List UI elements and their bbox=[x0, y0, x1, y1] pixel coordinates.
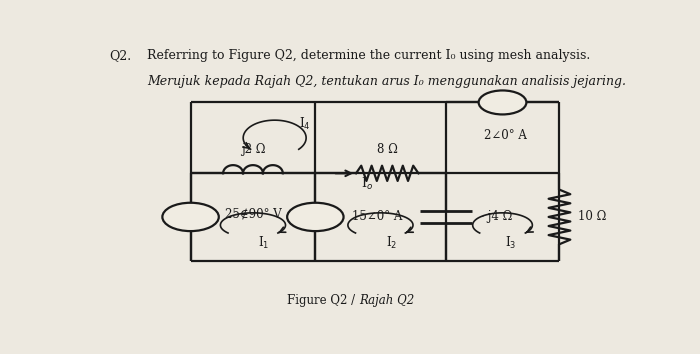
Text: +: + bbox=[181, 206, 192, 218]
Text: I$_3$: I$_3$ bbox=[505, 235, 517, 251]
Text: I$_1$: I$_1$ bbox=[258, 235, 270, 251]
Text: Figure Q2 /: Figure Q2 / bbox=[287, 293, 358, 307]
Text: j2 Ω: j2 Ω bbox=[241, 143, 265, 156]
Text: I$_o$: I$_o$ bbox=[361, 176, 374, 192]
Text: −: − bbox=[180, 215, 193, 230]
Text: 8 Ω: 8 Ω bbox=[377, 143, 398, 156]
Text: 10 Ω: 10 Ω bbox=[578, 210, 607, 223]
Circle shape bbox=[287, 203, 344, 231]
Text: Rajah Q2: Rajah Q2 bbox=[358, 293, 414, 307]
Text: 15∠0° A: 15∠0° A bbox=[351, 210, 402, 223]
Text: 25∉90° V: 25∉90° V bbox=[225, 208, 282, 221]
Circle shape bbox=[479, 91, 526, 114]
Text: I$_2$: I$_2$ bbox=[386, 235, 397, 251]
Text: Q2.: Q2. bbox=[109, 49, 132, 62]
Circle shape bbox=[162, 203, 219, 231]
Text: - j4 Ω: - j4 Ω bbox=[480, 210, 512, 223]
Text: I$_4$: I$_4$ bbox=[299, 116, 310, 132]
Text: Referring to Figure Q2, determine the current I₀ using mesh analysis.: Referring to Figure Q2, determine the cu… bbox=[147, 49, 590, 62]
Text: 2∠0° A: 2∠0° A bbox=[484, 130, 526, 142]
Text: Merujuk kepada Rajah Q2, tentukan arus I₀ menggunakan analisis jejaring.: Merujuk kepada Rajah Q2, tentukan arus I… bbox=[147, 75, 626, 88]
